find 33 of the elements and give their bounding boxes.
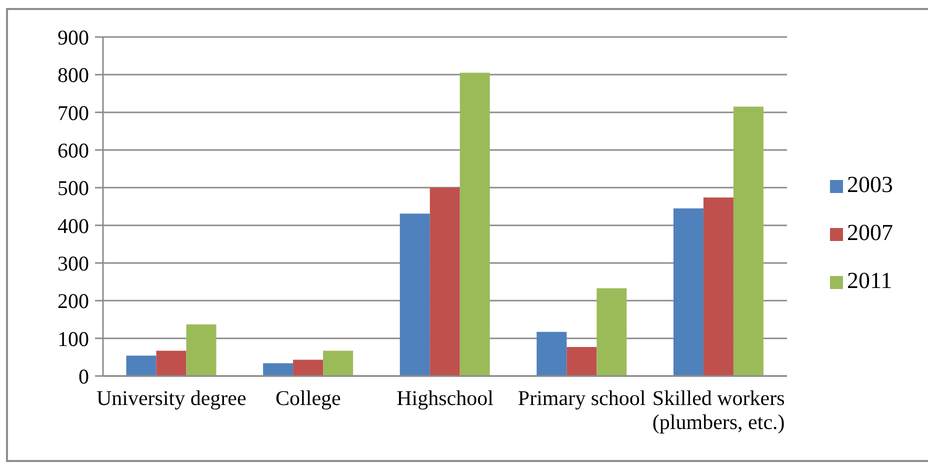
bar: [156, 350, 186, 376]
x-tick-label: Highschool: [396, 386, 494, 410]
legend-label: 2003: [847, 172, 893, 197]
bar: [673, 208, 704, 376]
bar: [733, 106, 764, 376]
y-tick-label: 700: [58, 100, 89, 125]
bar: [566, 346, 597, 376]
legend-label: 2007: [847, 220, 893, 245]
bar: [430, 188, 460, 376]
bar: [703, 197, 734, 376]
bar: [186, 324, 216, 376]
bar: [323, 350, 354, 376]
x-tick-label: Primary school: [518, 386, 646, 410]
bar: [400, 214, 430, 376]
x-tick-label: Skilled workers (plumbers, etc.): [652, 386, 785, 434]
y-tick-label: 900: [58, 25, 89, 50]
y-tick-label: 0: [78, 364, 89, 388]
bar: [293, 360, 324, 376]
bar: [460, 72, 490, 376]
bar: [263, 363, 294, 376]
x-tick-label: University degree: [96, 386, 246, 410]
bar: [126, 356, 156, 376]
y-tick-label: 400: [58, 214, 89, 238]
legend-label: 2011: [847, 268, 892, 293]
y-tick-label: 200: [58, 289, 89, 314]
y-tick-label: 100: [58, 326, 89, 351]
y-tick-label: 300: [58, 251, 89, 276]
y-tick-label: 500: [58, 176, 89, 200]
bar: [536, 332, 567, 376]
y-tick-label: 600: [58, 138, 89, 162]
x-tick-label: College: [276, 386, 341, 410]
bar: [596, 288, 627, 376]
y-tick-label: 800: [58, 63, 89, 88]
